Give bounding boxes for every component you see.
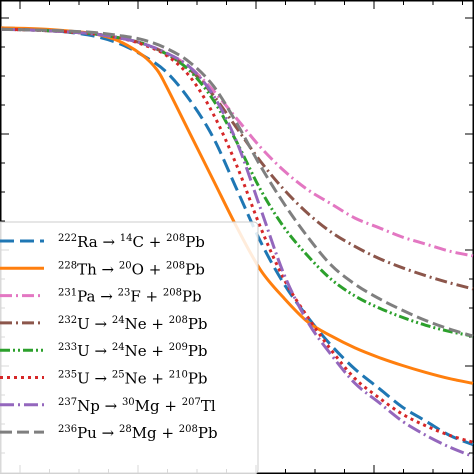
legend-label: 237Np → 30Mg + 207Tl bbox=[58, 397, 216, 415]
legend-box bbox=[0, 221, 259, 474]
legend-label: 236Pu → 28Mg + 208Pb bbox=[58, 424, 218, 442]
legend-entry-7: 237Np → 30Mg + 207Tl bbox=[0, 397, 216, 415]
series-line-1 bbox=[0, 26, 474, 447]
legend-label: 235U → 25Ne + 210Pb bbox=[58, 370, 208, 388]
legend-entry-2: 228Th → 20O + 208Pb bbox=[0, 260, 205, 278]
legend-label: 233U → 24Ne + 209Pb bbox=[58, 342, 208, 360]
legend-entry-1: 222Ra → 14C + 208Pb bbox=[0, 233, 205, 251]
legend: 222Ra → 14C + 208Pb 228Th → 20O + 208Pb 23… bbox=[0, 221, 259, 474]
legend-entry-8: 236Pu → 28Mg + 208Pb bbox=[0, 424, 218, 442]
legend-label: 232U → 24Ne + 208Pb bbox=[58, 315, 208, 333]
legend-entry-6: 235U → 25Ne + 210Pb bbox=[0, 370, 208, 388]
series-layer bbox=[0, 26, 474, 458]
legend-label: 231Pa → 23F + 208Pb bbox=[58, 288, 202, 306]
legend-label: 228Th → 20O + 208Pb bbox=[58, 260, 205, 278]
series-line-8 bbox=[0, 27, 474, 338]
legend-entry-5: 233U → 24Ne + 209Pb bbox=[0, 342, 208, 360]
legend-label: 222Ra → 14C + 208Pb bbox=[58, 233, 205, 251]
legend-entry-4: 232U → 24Ne + 208Pb bbox=[0, 315, 208, 333]
legend-entry-3: 231Pa → 23F + 208Pb bbox=[0, 288, 202, 306]
